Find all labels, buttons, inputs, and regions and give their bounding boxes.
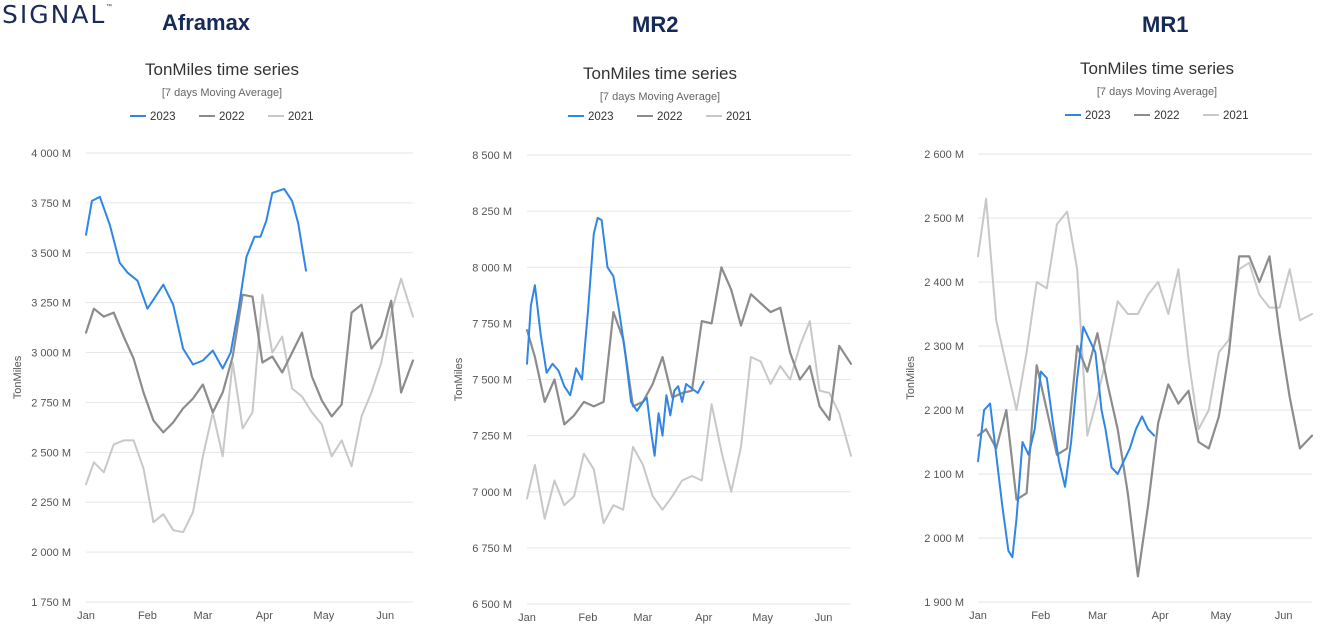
y-tick-label: 7 750 M [472, 318, 512, 330]
series-line-2023 [85, 187, 307, 370]
y-tick-label: 3 500 M [31, 248, 71, 260]
legend-label-2022: 2022 [219, 111, 245, 123]
series-line-2022 [976, 255, 1314, 578]
y-tick-label: 8 250 M [472, 206, 512, 218]
y-tick-label: 2 100 M [924, 469, 964, 481]
x-tick-label: Mar [193, 610, 212, 622]
y-tick-label: 8 500 M [472, 150, 512, 162]
chart-title: TonMiles time series [145, 60, 299, 79]
y-tick-label: 2 500 M [924, 213, 964, 225]
x-tick-label: Apr [1152, 610, 1169, 622]
y-tick-label: 8 000 M [472, 262, 512, 274]
chart-aframax: TonMiles time series [7 days Moving Avera… [12, 60, 415, 622]
y-tick-label: 6 750 M [472, 543, 512, 555]
series-line-2022 [84, 293, 415, 434]
x-tick-label: Apr [256, 610, 273, 622]
chart-title: TonMiles time series [1080, 59, 1234, 78]
y-axis-label: TonMiles [453, 357, 465, 401]
y-tick-label: 7 250 M [472, 431, 512, 443]
chart-subtitle: [7 days Moving Average] [162, 87, 282, 99]
legend-label-2021: 2021 [1223, 110, 1249, 122]
signal-logo: SIGNAL ™ [2, 0, 112, 28]
x-tick-label: Jun [1275, 610, 1293, 622]
chart-title: TonMiles time series [583, 64, 737, 83]
y-tick-label: 2 000 M [924, 533, 964, 545]
y-tick-label: 2 200 M [924, 405, 964, 417]
y-tick-label: 1 750 M [31, 597, 71, 609]
series-line-2021 [85, 277, 414, 534]
x-tick-label: Jun [376, 610, 394, 622]
x-tick-label: Jun [815, 612, 833, 624]
x-tick-label: Jan [518, 612, 536, 624]
panel-title-aframax: Aframax [162, 10, 251, 35]
x-tick-label: Mar [1088, 610, 1107, 622]
y-axis-label: TonMiles [905, 356, 917, 400]
y-tick-label: 1 900 M [924, 597, 964, 609]
chart-subtitle: [7 days Moving Average] [600, 91, 720, 103]
x-tick-label: Apr [695, 612, 712, 624]
y-tick-label: 2 500 M [31, 447, 71, 459]
y-tick-label: 2 750 M [31, 397, 71, 409]
x-tick-label: Feb [138, 610, 157, 622]
panel-title-mr1: MR1 [1142, 12, 1189, 37]
series-line-2021 [977, 197, 1313, 437]
x-tick-label: May [1211, 610, 1232, 622]
y-tick-label: 2 400 M [924, 277, 964, 289]
legend-label-2023: 2023 [150, 111, 176, 123]
y-tick-label: 3 250 M [31, 298, 71, 310]
x-tick-label: Feb [578, 612, 597, 624]
x-tick-label: Mar [633, 612, 652, 624]
chart-mr2: TonMiles time series [7 days Moving Avera… [453, 64, 853, 624]
y-tick-label: 2 250 M [31, 497, 71, 509]
chart-subtitle: [7 days Moving Average] [1097, 86, 1217, 98]
legend-label-2021: 2021 [288, 111, 314, 123]
y-tick-label: 7 500 M [472, 375, 512, 387]
y-axis-label: TonMiles [12, 355, 24, 399]
y-tick-label: 4 000 M [31, 148, 71, 160]
y-tick-label: 2 000 M [31, 547, 71, 559]
x-tick-label: Jan [77, 610, 95, 622]
legend-label-2022: 2022 [657, 111, 683, 123]
y-tick-label: 3 750 M [31, 198, 71, 210]
series-line-2021 [526, 320, 852, 525]
series-line-2023 [526, 216, 705, 457]
y-tick-label: 3 000 M [31, 348, 71, 360]
x-tick-label: May [752, 612, 773, 624]
y-tick-label: 2 300 M [924, 341, 964, 353]
x-tick-label: Jan [969, 610, 987, 622]
x-tick-label: May [313, 610, 334, 622]
y-tick-label: 6 500 M [472, 599, 512, 611]
y-tick-label: 2 600 M [924, 149, 964, 161]
legend-label-2021: 2021 [726, 111, 752, 123]
series-line-2023 [977, 325, 1156, 559]
chart-mr1: TonMiles time series [7 days Moving Avera… [905, 59, 1314, 622]
legend-label-2023: 2023 [1085, 110, 1111, 122]
y-tick-label: 7 000 M [472, 487, 512, 499]
legend-label-2022: 2022 [1154, 110, 1180, 122]
logo-wordmark: SIGNAL [2, 0, 106, 28]
x-tick-label: Feb [1031, 610, 1050, 622]
legend-label-2023: 2023 [588, 111, 614, 123]
series-line-2022 [525, 266, 853, 426]
panel-title-mr2: MR2 [632, 12, 679, 37]
logo-trademark: ™ [106, 3, 112, 10]
